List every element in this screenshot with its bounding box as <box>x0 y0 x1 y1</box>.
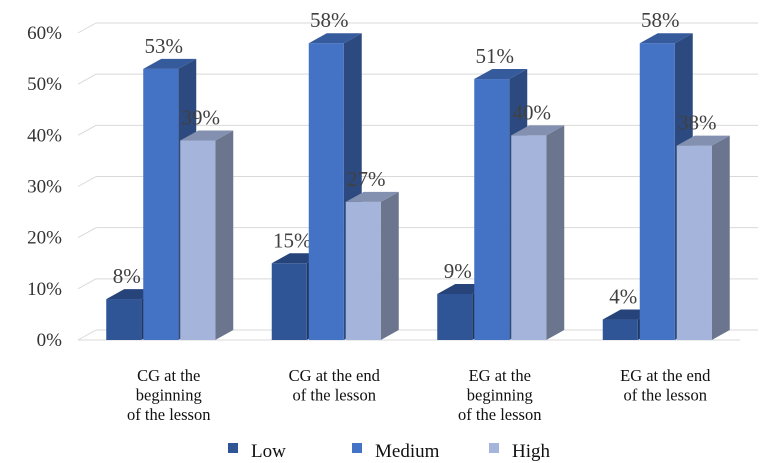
bar-side <box>711 135 730 340</box>
data-label: 38% <box>678 111 717 135</box>
y-tick-label: 0% <box>37 330 63 351</box>
legend-swatch <box>489 443 499 453</box>
legend-label: Low <box>251 441 286 462</box>
x-category-label: EG at the end <box>620 366 711 385</box>
bar <box>639 43 675 340</box>
gridline-side <box>77 124 97 136</box>
bar-top <box>639 33 693 44</box>
bar-top <box>345 191 399 202</box>
y-tick-label: 10% <box>27 279 62 300</box>
x-category-label: of the lesson <box>458 405 541 424</box>
x-category-label: beginning <box>136 386 202 405</box>
data-label: 27% <box>347 167 386 191</box>
gridline-side <box>77 329 97 341</box>
legend-swatch <box>352 443 362 453</box>
bar <box>106 299 142 340</box>
bar <box>345 201 381 340</box>
data-label: 4% <box>609 285 637 309</box>
x-category-label: CG at the <box>137 366 200 385</box>
data-label: 15% <box>273 228 312 252</box>
x-category-label: of the lesson <box>293 386 376 405</box>
bar-side <box>215 130 234 340</box>
legend-label: Medium <box>375 441 440 462</box>
bar-side <box>546 125 565 340</box>
y-tick-label: 20% <box>27 228 62 249</box>
bar <box>676 145 712 340</box>
legend-label: High <box>512 441 551 462</box>
bar-top <box>511 125 565 136</box>
bar <box>511 135 547 340</box>
data-label: 51% <box>476 44 515 68</box>
data-label: 9% <box>444 259 472 283</box>
bar <box>180 140 216 340</box>
y-tick-label: 40% <box>27 125 62 146</box>
bar-side <box>380 191 399 340</box>
x-category-label: of the lesson <box>127 405 210 424</box>
gridline-side <box>77 227 97 239</box>
bar-top <box>308 33 362 44</box>
x-category-label: CG at the end <box>289 366 381 385</box>
legend-swatch <box>228 443 238 453</box>
bar <box>437 293 473 340</box>
bar-top <box>143 58 197 69</box>
data-label: 58% <box>641 8 680 32</box>
gridline-side <box>77 73 97 85</box>
bar-top <box>180 130 234 141</box>
gridline-side <box>77 176 97 187</box>
data-label: 8% <box>113 264 141 288</box>
x-category-label: beginning <box>467 386 533 405</box>
bar <box>308 43 344 340</box>
bar <box>474 79 510 341</box>
gridline-side <box>77 278 97 290</box>
y-tick-label: 60% <box>27 23 62 44</box>
bar-top <box>676 135 730 146</box>
bar <box>271 263 307 340</box>
data-label: 58% <box>310 8 349 32</box>
data-label: 53% <box>145 34 184 58</box>
y-tick-label: 50% <box>27 74 62 95</box>
bar-top <box>474 69 528 80</box>
data-label: 39% <box>182 105 221 129</box>
x-category-label: of the lesson <box>624 386 707 405</box>
gridline-side <box>77 22 97 34</box>
x-category-label: EG at the <box>469 366 531 385</box>
bar <box>143 68 179 341</box>
bar <box>602 319 638 340</box>
y-tick-label: 30% <box>27 177 62 198</box>
data-label: 40% <box>513 100 552 124</box>
